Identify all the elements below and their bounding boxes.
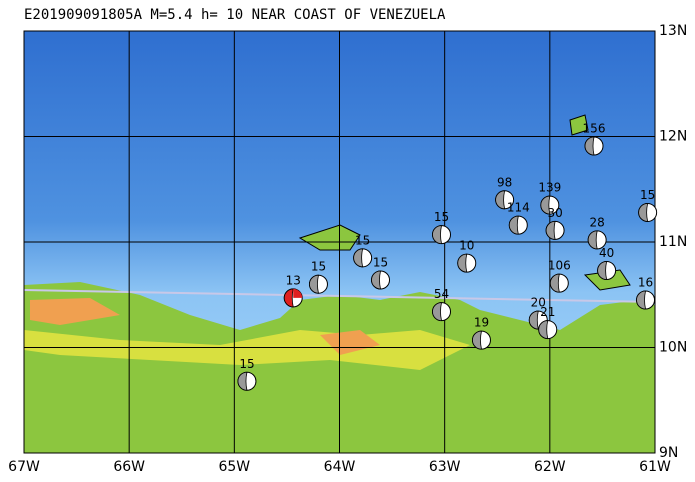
depth-label: 20 (531, 296, 546, 310)
depth-label: 16 (638, 276, 653, 290)
focal-mechanism (283, 288, 303, 308)
beachball-compression (636, 290, 647, 310)
beachball-compression (587, 230, 598, 250)
x-tick-label: 62W (534, 459, 566, 475)
beachball-compression (584, 136, 595, 156)
beachball-compression (371, 270, 382, 290)
depth-label: 13 (286, 273, 301, 287)
beachball-compression (508, 215, 519, 235)
beachball-compression (549, 273, 560, 293)
beachball-compression (540, 195, 551, 215)
depth-label: 28 (590, 215, 605, 229)
x-tick-label: 67W (8, 459, 40, 475)
depth-label: 10 (459, 239, 474, 253)
focal-mechanism (237, 371, 257, 391)
y-tick-label: 12N (659, 129, 687, 145)
beachball-compression (457, 253, 468, 273)
beachball-compression (638, 203, 649, 222)
depth-label: 30 (547, 206, 562, 220)
depth-label: 106 (548, 259, 571, 273)
depth-label: 139 (538, 181, 561, 195)
y-tick-label: 10N (659, 340, 687, 356)
focal-mechanism (636, 290, 656, 310)
depth-label: 21 (540, 305, 555, 319)
focal-mechanism (308, 274, 328, 294)
depth-label: 15 (311, 260, 326, 274)
y-tick-label: 13N (659, 23, 687, 39)
beachball-compression (293, 288, 303, 298)
depth-label: 114 (507, 201, 530, 215)
depth-label: 15 (355, 233, 370, 247)
y-tick-label: 11N (659, 234, 687, 250)
focal-mechanism (545, 220, 565, 240)
x-tick-label: 63W (429, 459, 461, 475)
focal-mechanism (638, 202, 658, 222)
beachball-compression (432, 225, 443, 245)
focal-mechanism (353, 248, 373, 268)
focal-mechanism (432, 302, 452, 322)
beachball-compression (472, 330, 482, 350)
depth-label: 40 (599, 246, 614, 260)
depth-label: 15 (640, 188, 655, 202)
y-tick-label: 9N (659, 445, 678, 461)
x-tick-label: 66W (113, 459, 145, 475)
focal-mechanism (432, 225, 452, 245)
focal-mechanism (540, 195, 560, 215)
focal-mechanism (371, 270, 391, 290)
beachball-compression (495, 190, 506, 210)
x-tick-label: 61W (639, 459, 671, 475)
beachball-compression (353, 248, 364, 268)
depth-label: 15 (434, 210, 449, 224)
depth-label: 15 (373, 255, 388, 269)
beachball-compression (545, 220, 556, 240)
map-title: E201909091805A M=5.4 h= 10 NEAR COAST OF… (24, 7, 446, 23)
beachball-compression (538, 320, 549, 339)
x-tick-label: 64W (324, 459, 356, 475)
depth-label: 15 (239, 357, 254, 371)
focal-mechanism (538, 320, 558, 340)
focal-mechanism (471, 330, 491, 350)
beachball-compression (432, 302, 443, 322)
beachball-compression (528, 310, 539, 330)
focal-mechanism (508, 215, 528, 235)
beachball-compression (309, 274, 319, 294)
depth-label: 98 (497, 175, 512, 189)
beachball-compression (237, 371, 248, 391)
beachball-compression (283, 288, 294, 308)
focal-mechanism (457, 253, 477, 273)
focal-mechanism (495, 190, 515, 210)
focal-mechanism (597, 260, 617, 280)
focal-mechanism (587, 230, 607, 250)
depth-label: 54 (434, 287, 449, 301)
depth-label: 156 (583, 121, 606, 135)
depth-label: 19 (474, 316, 489, 330)
x-tick-label: 65W (218, 459, 250, 475)
beachball-compression (597, 261, 608, 280)
focal-mechanism (584, 136, 604, 156)
focal-mechanism (549, 273, 569, 293)
